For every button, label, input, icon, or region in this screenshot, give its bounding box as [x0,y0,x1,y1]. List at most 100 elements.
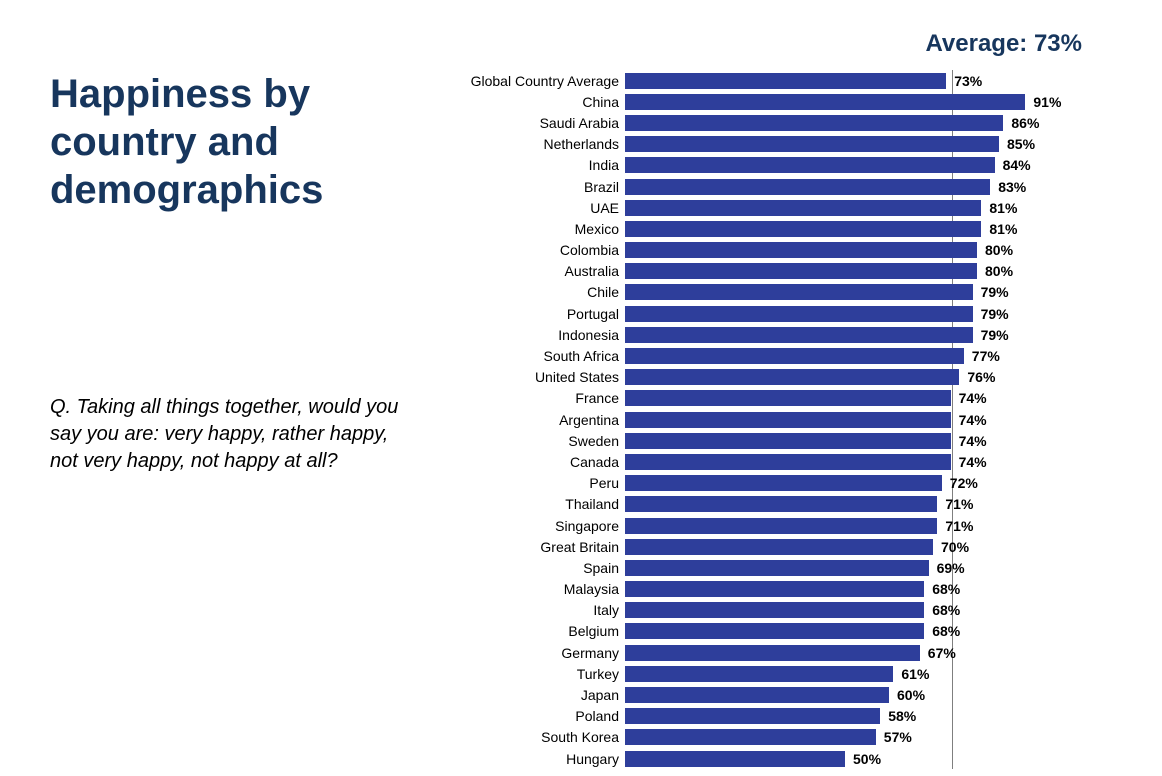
bar-area: 50% [625,748,1065,769]
row-value: 70% [941,539,969,555]
bar [625,602,924,618]
row-value: 68% [932,623,960,639]
bar [625,496,937,512]
row-value: 50% [853,751,881,767]
row-value: 71% [945,496,973,512]
bar [625,390,951,406]
row-value: 74% [959,412,987,428]
row-label: Argentina [450,412,625,428]
bar-area: 72% [625,473,1065,494]
chart-row: Indonesia79% [450,324,1132,345]
chart-row: South Korea57% [450,727,1132,748]
row-label: Malaysia [450,581,625,597]
row-value: 77% [972,348,1000,364]
chart-row: Chile79% [450,282,1132,303]
row-label: Saudi Arabia [450,115,625,131]
bar [625,242,977,258]
chart-row: Mexico 81% [450,218,1132,239]
bar [625,518,937,534]
bar [625,327,973,343]
row-label: Portugal [450,306,625,322]
bar [625,666,893,682]
row-value: 83% [998,179,1026,195]
bar [625,475,942,491]
chart-row: Global Country Average73% [450,70,1132,91]
row-label: South Korea [450,729,625,745]
bar-area: 76% [625,367,1065,388]
chart-row: Great Britain70% [450,536,1132,557]
bar-area: 73% [625,70,1065,91]
row-value: 69% [937,560,965,576]
chart-row: Belgium 68% [450,621,1132,642]
row-label: Belgium [450,623,625,639]
bar-area: 80% [625,240,1065,261]
row-label: Mexico [450,221,625,237]
bar [625,708,880,724]
chart-row: France74% [450,388,1132,409]
bar [625,751,845,767]
row-value: 84% [1003,157,1031,173]
bar [625,581,924,597]
bar-area: 68% [625,621,1065,642]
bar-area: 80% [625,261,1065,282]
row-value: 72% [950,475,978,491]
chart-row: United States76% [450,367,1132,388]
chart-row: Malaysia 68% [450,579,1132,600]
chart-row: Netherlands85% [450,134,1132,155]
bar-area: 61% [625,663,1065,684]
row-value: 68% [932,602,960,618]
bar [625,687,889,703]
chart-row: Hungary 50% [450,748,1132,769]
chart-row: China 91% [450,91,1132,112]
bar [625,623,924,639]
bar [625,433,951,449]
row-value: 68% [932,581,960,597]
bar [625,348,964,364]
bar-area: 74% [625,430,1065,451]
row-value: 74% [959,433,987,449]
chart-row: Thailand 71% [450,494,1132,515]
bar [625,157,995,173]
bar-area: 91% [625,91,1065,112]
bar [625,73,946,89]
bar-area: 71% [625,494,1065,515]
row-label: Japan [450,687,625,703]
bar-area: 71% [625,515,1065,536]
bar [625,284,973,300]
bar-area: 57% [625,727,1065,748]
bar-area: 77% [625,345,1065,366]
row-value: 79% [981,284,1009,300]
bar-area: 79% [625,282,1065,303]
chart-row: Spain69% [450,557,1132,578]
bar-area: 68% [625,600,1065,621]
bar-area: 68% [625,579,1065,600]
row-value: 91% [1033,94,1061,110]
row-label: Thailand [450,496,625,512]
bar-area: 69% [625,557,1065,578]
row-label: Hungary [450,751,625,767]
row-label: India [450,157,625,173]
bar [625,115,1003,131]
bar-area: 74% [625,409,1065,430]
average-label: Average: 73% [450,30,1132,58]
row-value: 61% [901,666,929,682]
row-value: 81% [989,221,1017,237]
bar-area: 79% [625,303,1065,324]
bar [625,179,990,195]
bar-area: 81% [625,218,1065,239]
bar [625,306,973,322]
bar-area: 79% [625,324,1065,345]
slide-title: Happiness by country and demographics [50,70,420,214]
bar [625,729,876,745]
row-value: 81% [989,200,1017,216]
chart-row: Portugal79% [450,303,1132,324]
row-label: China [450,94,625,110]
row-label: United States [450,369,625,385]
chart-row: India 84% [450,155,1132,176]
bar [625,221,981,237]
bar [625,454,951,470]
bar-area: 67% [625,642,1065,663]
right-column: Average: 73% Global Country Average73%Ch… [450,30,1132,756]
row-label: UAE [450,200,625,216]
bar-area: 83% [625,176,1065,197]
